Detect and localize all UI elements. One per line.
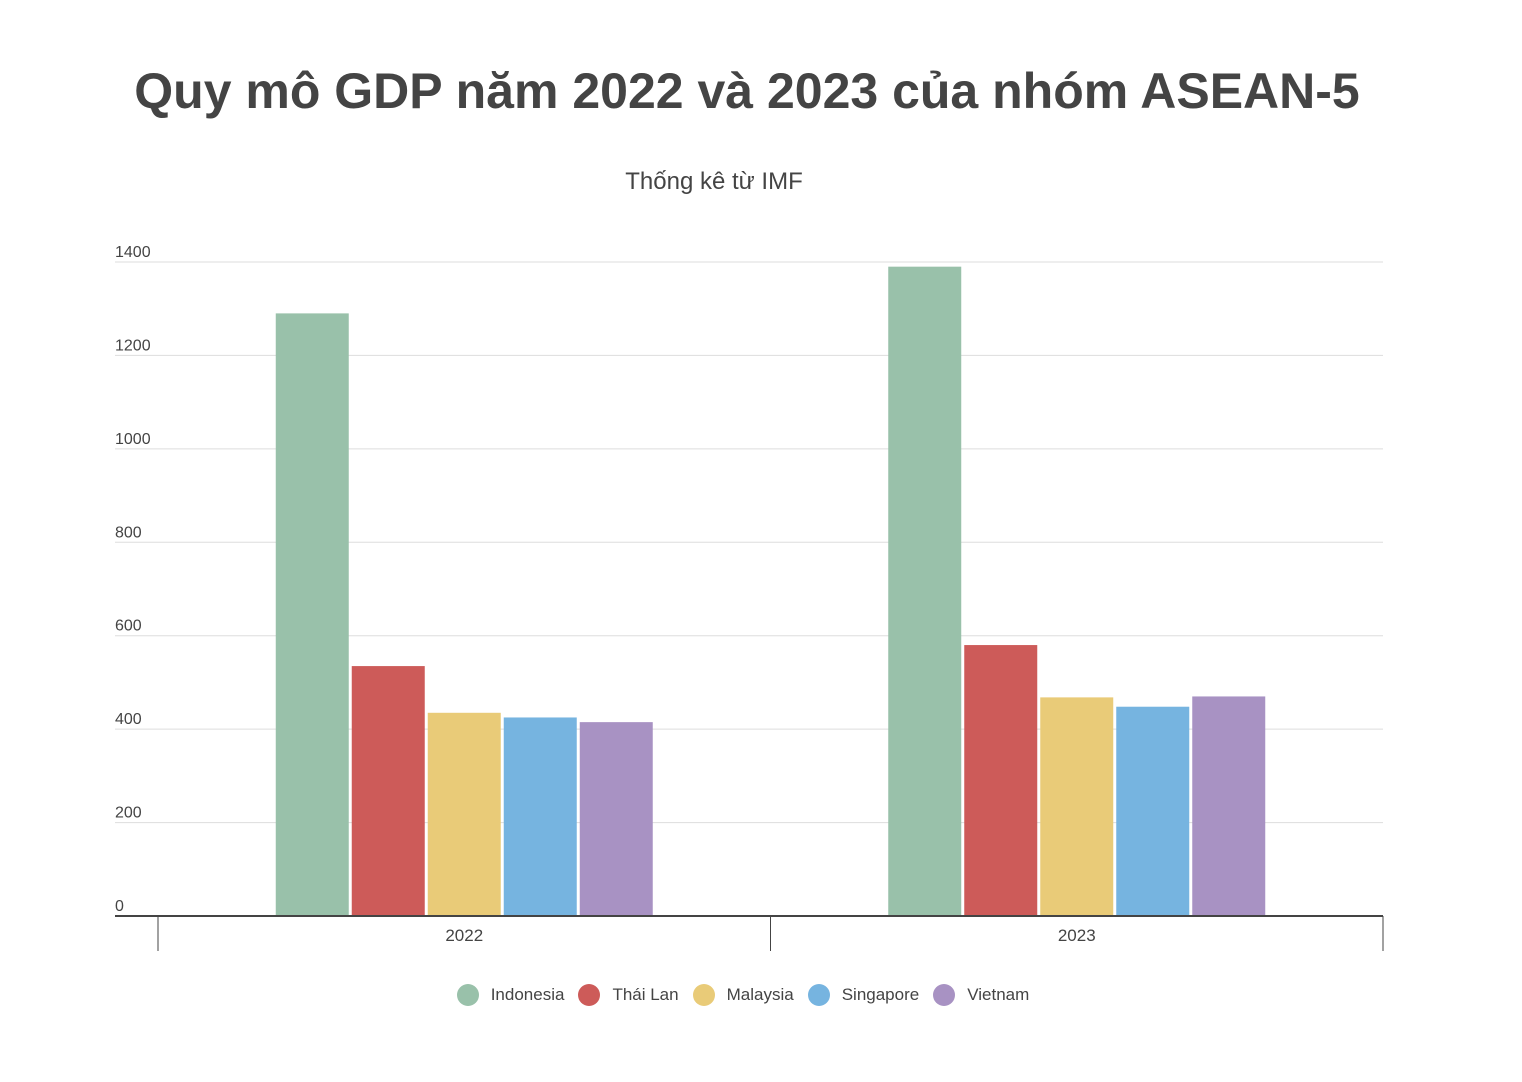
x-tick-label: 2022 bbox=[445, 926, 483, 945]
bar-singapore-2023 bbox=[1116, 706, 1190, 916]
legend-label: Malaysia bbox=[726, 985, 794, 1004]
chart-subtitle: Thống kê từ IMF bbox=[625, 168, 803, 195]
y-tick-label: 1400 bbox=[115, 244, 151, 261]
legend-swatch bbox=[456, 984, 479, 1006]
bar-malaysia-2022 bbox=[427, 712, 501, 916]
y-tick-label: 200 bbox=[115, 805, 142, 822]
bar-malaysia-2023 bbox=[1040, 697, 1114, 916]
y-tick-label: 1200 bbox=[115, 337, 151, 354]
bar-indonesia-2023 bbox=[888, 266, 962, 917]
bar-indonesia-2022 bbox=[275, 313, 349, 916]
y-tick-label: 400 bbox=[115, 711, 142, 728]
legend-item-singapore: Singapore bbox=[807, 984, 920, 1006]
y-axis-ticks: 0 200 400 600 800 1000 1200 1400 bbox=[115, 244, 151, 915]
legend-item-thái-lan: Thái Lan bbox=[578, 984, 679, 1006]
legend-item-indonesia: Indonesia bbox=[456, 984, 565, 1006]
legend-label: Indonesia bbox=[490, 985, 565, 1004]
bar-thái-lan-2022 bbox=[351, 666, 425, 916]
bar-vietnam-2023 bbox=[1192, 696, 1266, 916]
legend-swatch bbox=[807, 984, 830, 1006]
y-tick-label: 1000 bbox=[115, 431, 151, 448]
bars bbox=[275, 266, 1266, 917]
legend-label: Singapore bbox=[841, 985, 920, 1004]
bar-thái-lan-2023 bbox=[964, 645, 1038, 916]
x-tick-label: 2023 bbox=[1058, 926, 1096, 945]
legend-swatch bbox=[578, 984, 601, 1006]
bar-singapore-2022 bbox=[503, 717, 577, 916]
y-tick-label: 800 bbox=[115, 524, 142, 541]
legend-item-vietnam: Vietnam bbox=[933, 984, 1029, 1006]
legend-item-malaysia: Malaysia bbox=[692, 984, 794, 1006]
legend-label: Vietnam bbox=[967, 985, 1030, 1004]
x-axis-labels: 2022 2023 bbox=[445, 926, 1095, 945]
legend: Indonesia Thái Lan Malaysia Singapore Vietna… bbox=[0, 984, 1486, 1006]
legend-swatch bbox=[692, 984, 715, 1006]
chart-title: Quy mô GDP năm 2022 và 2023 của nhóm ASE… bbox=[134, 63, 1360, 119]
legend-swatch bbox=[933, 984, 956, 1006]
bar-vietnam-2022 bbox=[579, 722, 653, 916]
x-axis bbox=[115, 915, 1384, 951]
legend-label: Thái Lan bbox=[612, 985, 679, 1004]
y-tick-label: 600 bbox=[115, 618, 142, 635]
y-tick-label: 0 bbox=[115, 898, 124, 915]
